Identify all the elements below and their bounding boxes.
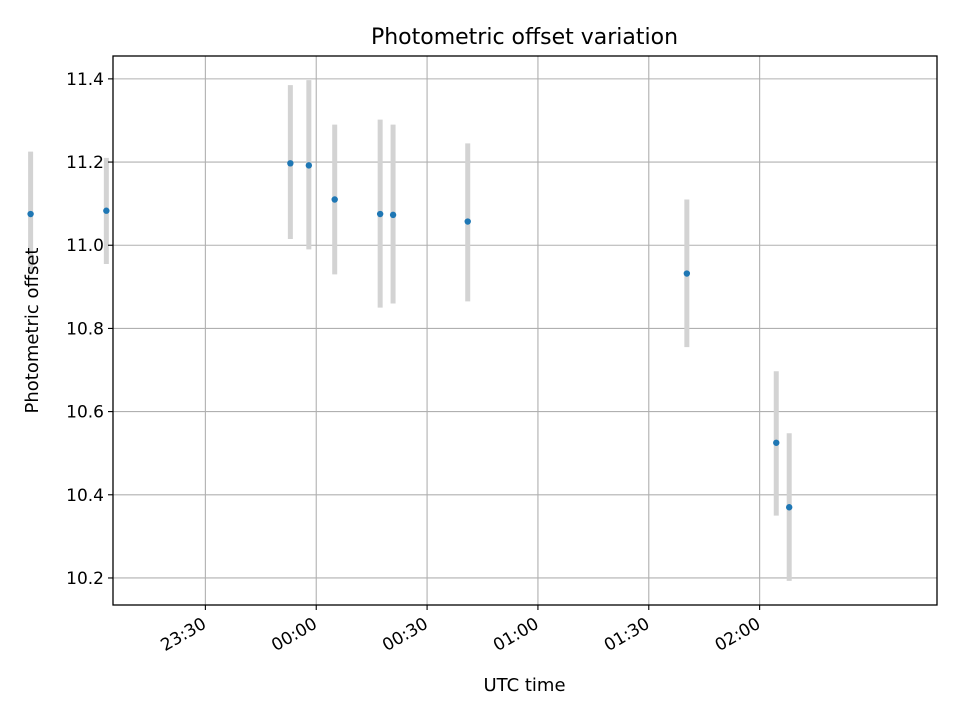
data-point — [27, 210, 34, 218]
y-tick-label: 11.0 — [66, 236, 104, 256]
data-point — [683, 270, 691, 277]
error-bars — [28, 80, 792, 581]
data-point — [376, 210, 384, 218]
x-tick-label: 01:00 — [490, 614, 542, 656]
x-tick-label: 01:30 — [601, 614, 653, 656]
y-tick-label: 10.2 — [66, 569, 104, 589]
x-tick-label: 00:30 — [379, 614, 431, 656]
data-point — [103, 207, 110, 214]
y-axis-label: Photometric offset — [22, 248, 43, 414]
data-point — [464, 218, 471, 225]
x-tick-label: 00:00 — [268, 614, 320, 656]
x-axis-ticks: 23:30 00:00 00:30 01:00 01:30 02:00 — [157, 605, 764, 656]
data-markers — [27, 160, 793, 511]
x-axis-label: UTC time — [483, 675, 565, 696]
data-point — [305, 162, 313, 169]
data-point — [331, 196, 338, 203]
grid-lines — [113, 56, 937, 605]
y-tick-label: 11.2 — [66, 153, 104, 173]
x-tick-label: 02:00 — [712, 614, 764, 656]
chart-title: Photometric offset variation — [371, 25, 678, 50]
y-tick-label: 10.6 — [66, 403, 104, 423]
plot-area-frame — [112, 55, 938, 606]
data-point — [773, 439, 780, 446]
y-axis-ticks: 10.2 10.4 10.6 10.8 11.0 11.2 11.4 — [66, 70, 113, 589]
data-point — [287, 160, 294, 167]
y-tick-label: 10.8 — [66, 319, 104, 339]
data-point — [389, 211, 397, 219]
data-point — [785, 504, 793, 511]
x-tick-label: 23:30 — [157, 614, 209, 656]
y-tick-label: 10.4 — [66, 486, 104, 506]
y-tick-label: 11.4 — [66, 70, 104, 90]
